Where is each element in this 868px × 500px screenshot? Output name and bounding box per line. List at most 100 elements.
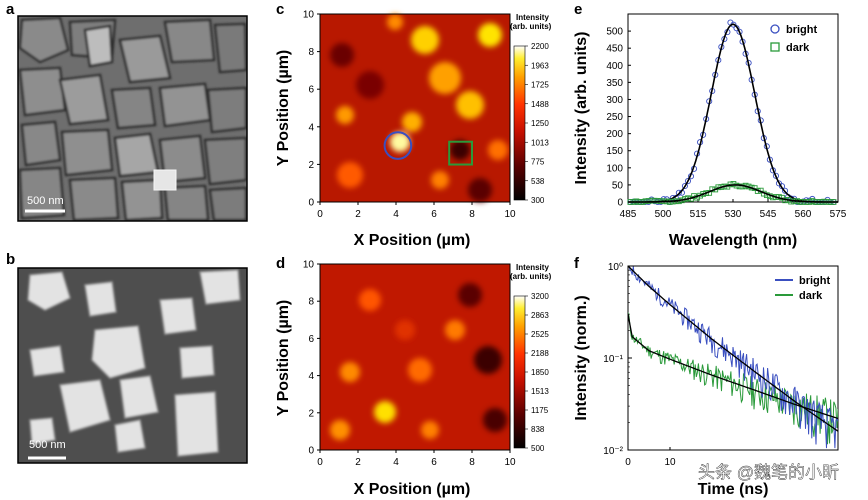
colorbar-tick-label: 1725 — [531, 81, 549, 90]
y-tick-label: 0 — [308, 198, 314, 209]
y-tick-label: 2 — [308, 160, 314, 171]
y-tick-label: 400 — [606, 61, 623, 72]
xlabel-f: Time (ns) — [698, 481, 769, 498]
colorbar-tick-label: 1488 — [531, 100, 549, 109]
x-tick-label: 10 — [664, 457, 676, 468]
point-bright — [684, 177, 692, 185]
point-dark — [648, 197, 655, 204]
legend-label-bright: bright — [799, 275, 830, 287]
y-tick-label: 8 — [308, 297, 314, 308]
legend-label-bright: bright — [786, 24, 817, 36]
colorbar-tick-label: 538 — [531, 177, 545, 186]
colorbar-gradient — [513, 45, 526, 201]
panel-label-e: e — [574, 1, 582, 18]
colorbar-tick-label: 2200 — [531, 42, 549, 51]
x-tick-label: 0 — [317, 209, 323, 220]
y-tick-label: 10⁻² — [603, 446, 623, 457]
markers-c — [383, 131, 474, 166]
x-tick-label: 6 — [431, 457, 437, 468]
y-tick-label: 10 — [303, 260, 315, 271]
x-tick-label: 0 — [317, 457, 323, 468]
legend-label-dark: dark — [799, 290, 823, 302]
colorbar-d: Intensity(arb. units) 3200 2863 2525 2188 185… — [510, 263, 552, 453]
point-dark — [651, 197, 658, 204]
panel-label-a: a — [6, 1, 15, 18]
colorbar-title-2: (arb. units) — [510, 272, 552, 281]
y-tick-label: 4 — [308, 371, 314, 382]
point-dark — [645, 198, 652, 204]
x-tick-label: 560 — [795, 209, 812, 220]
x-tick-label: 2 — [355, 457, 361, 468]
x-tick-label: 6 — [431, 209, 437, 220]
colorbar-title-1: Intensity — [516, 263, 549, 272]
ylabel-e: Intensity (arb. units) — [573, 32, 590, 185]
panel-label-c: c — [276, 1, 284, 18]
xlabel-e: Wavelength (nm) — [669, 232, 797, 249]
colorbar-tick-label: 300 — [531, 196, 545, 205]
trace-bright — [628, 266, 838, 449]
legend-marker-dark — [770, 42, 780, 52]
point-bright — [781, 187, 789, 194]
y-tick-label: 6 — [308, 85, 314, 96]
colorbar-title-1: Intensity — [516, 13, 549, 22]
scale-bar-b: 500 nm — [29, 439, 66, 451]
colorbar-gradient — [513, 295, 526, 449]
x-tick-label: 515 — [690, 209, 707, 220]
watermark: 头条 @魏笔的小昕 — [698, 463, 839, 482]
y-tick-label: 50 — [612, 180, 624, 191]
ylabel-f: Intensity (norm.) — [573, 295, 590, 420]
colorbar-tick-label: 1250 — [531, 119, 549, 128]
y-tick-label: 0 — [617, 198, 623, 209]
xlabel-c: X Position (µm) — [354, 232, 471, 249]
panel-label-b: b — [6, 251, 15, 268]
colorbar-tick-label: 1513 — [531, 387, 549, 396]
x-tick-label: 485 — [620, 209, 637, 220]
fit-dark — [628, 313, 838, 420]
legend-label-dark: dark — [786, 42, 810, 54]
x-tick-label: 10 — [504, 209, 516, 220]
scale-bar-a: 500 nm — [27, 195, 64, 207]
colorbar-tick-label: 2863 — [531, 311, 549, 320]
point-bright — [772, 172, 779, 179]
ylabel-d: Y Position (µm) — [275, 300, 292, 416]
colorbar-c: Intensity(arb. units) 2200 1963 1725 1488 125… — [510, 13, 552, 205]
colorbar-tick-label: 775 — [531, 158, 545, 167]
heatmap-c — [320, 14, 510, 202]
legend-marker-bright — [770, 24, 780, 34]
y-tick-label: 0 — [308, 446, 314, 457]
y-tick-label: 200 — [606, 129, 623, 140]
colorbar-tick-label: 838 — [531, 425, 545, 434]
y-tick-label: 500 — [606, 27, 623, 38]
x-tick-label: 2 — [355, 209, 361, 220]
y-tick-label: 300 — [606, 95, 623, 106]
y-tick-label: 10⁰ — [608, 262, 623, 273]
point-dark — [736, 183, 743, 190]
y-tick-label: 450 — [606, 44, 623, 55]
colorbar-tick-label: 2525 — [531, 330, 549, 339]
y-tick-label: 150 — [606, 146, 623, 157]
y-tick-label: 4 — [308, 122, 314, 133]
y-tick-label: 100 — [606, 163, 623, 174]
panel-label-f: f — [574, 255, 580, 272]
colorbar-tick-label: 2188 — [531, 349, 549, 358]
point-dark — [788, 198, 794, 205]
y-tick-label: 8 — [308, 47, 314, 58]
x-tick-label: 500 — [655, 209, 672, 220]
colorbar-title-2: (arb. units) — [510, 22, 552, 31]
y-tick-label: 10 — [303, 10, 315, 21]
colorbar-tick-label: 1175 — [531, 406, 549, 415]
marker-bright — [383, 131, 413, 160]
x-tick-label: 8 — [469, 457, 475, 468]
colorbar-tick-label: 3200 — [531, 292, 549, 301]
colorbar-tick-label: 1963 — [531, 61, 549, 70]
heatmap-d — [320, 264, 510, 450]
marker-dark — [448, 140, 474, 166]
x-tick-label: 545 — [760, 209, 777, 220]
point-bright — [681, 182, 688, 190]
trace-dark — [628, 312, 838, 445]
x-tick-label: 530 — [725, 209, 742, 220]
y-tick-label: 350 — [606, 78, 623, 89]
panel-label-d: d — [276, 255, 285, 272]
x-tick-label: 575 — [830, 209, 847, 220]
